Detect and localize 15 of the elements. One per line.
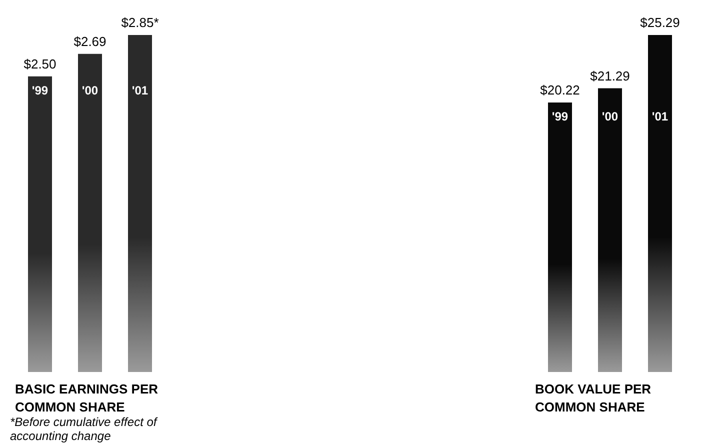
data-label: $25.29 (640, 15, 680, 30)
x-tick-label: '00 (82, 83, 98, 98)
x-axis-title: BOOK VALUE PER COMMON SHARE (535, 382, 655, 414)
data-label: $2.69 (74, 34, 106, 49)
data-label: $2.50 (24, 56, 56, 72)
data-label: $21.29 (590, 68, 630, 84)
data-label: $20.22 (540, 82, 580, 98)
data-label: $2.85* (121, 15, 159, 30)
x-axis-title: BASIC EARNINGS PER COMMON SHARE (15, 382, 162, 414)
x-tick-label: '01 (132, 83, 148, 98)
x-tick-label: '99 (32, 83, 48, 98)
x-tick-label: '01 (652, 110, 668, 124)
x-tick-label: '00 (602, 110, 618, 124)
text: *Before cumulative effect of accounting change (10, 415, 160, 443)
x-tick-label: '99 (552, 110, 568, 124)
